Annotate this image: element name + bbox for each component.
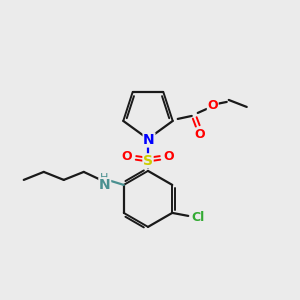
Text: S: S: [143, 154, 153, 168]
Text: Cl: Cl: [192, 212, 205, 224]
Text: N: N: [99, 178, 111, 192]
Text: O: O: [207, 99, 218, 112]
Text: H: H: [100, 173, 108, 183]
Text: O: O: [122, 150, 132, 164]
Text: N: N: [143, 133, 155, 147]
Text: O: O: [164, 150, 174, 164]
Text: O: O: [194, 128, 205, 141]
